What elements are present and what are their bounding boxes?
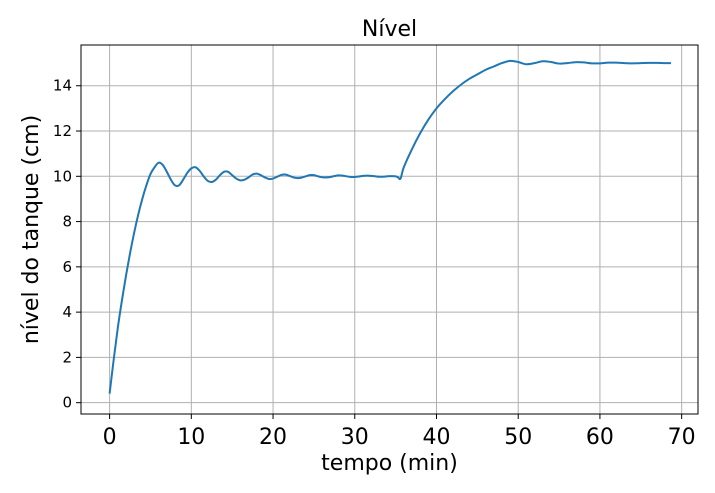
x-tick-label: 60 (586, 425, 614, 450)
y-tick-label: 6 (62, 258, 72, 276)
x-tick-label: 50 (504, 425, 532, 450)
y-tick-label: 8 (62, 213, 72, 231)
plot-frame (80, 44, 699, 415)
y-axis-label: nível do tanque (cm) (19, 115, 44, 344)
y-tick-label: 14 (53, 77, 72, 95)
x-tick-label: 0 (103, 425, 117, 450)
x-axis-label: tempo (min) (321, 451, 458, 476)
y-tick-label: 2 (62, 348, 72, 366)
chart-title: Nível (362, 17, 417, 42)
y-tick-label: 0 (62, 394, 72, 412)
grid (81, 45, 698, 414)
x-tick-label: 70 (668, 425, 696, 450)
x-tick-label: 10 (177, 425, 205, 450)
y-tick-label: 12 (53, 122, 72, 140)
x-tick-label: 40 (422, 425, 450, 450)
series-layer (108, 59, 672, 394)
y-tick-label: 4 (62, 303, 72, 321)
y-tick-label: 10 (53, 167, 72, 185)
x-tick-label: 20 (259, 425, 287, 450)
series-line (108, 59, 672, 394)
ticks: 0 10 20 30 40 50 60 70 0 2 4 6 8 10 12 14 (53, 77, 696, 450)
x-tick-label: 30 (341, 425, 369, 450)
